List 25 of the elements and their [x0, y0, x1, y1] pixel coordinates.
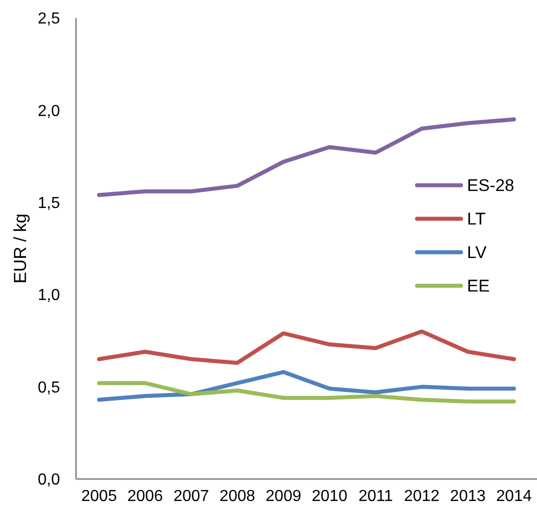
- y-tick-label: 1,5: [38, 195, 60, 212]
- y-tick-label: 0,5: [38, 379, 60, 396]
- line-series: [97, 370, 516, 402]
- y-axis-title: EUR / kg: [10, 213, 30, 284]
- y-tick-label: 2,0: [38, 102, 60, 120]
- line-series: [97, 329, 516, 365]
- x-tick-label: 2011: [358, 488, 393, 505]
- legend-label: EE: [467, 276, 490, 296]
- x-tick-label: 2012: [404, 488, 440, 505]
- x-tick-label: 2005: [81, 488, 117, 505]
- y-tick-label: 1,0: [38, 287, 60, 304]
- x-tick-label: 2006: [127, 488, 164, 505]
- y-tick-label: 0,0: [38, 472, 60, 489]
- legend-label: ES-28: [467, 176, 514, 196]
- y-tick-label: 2,5: [38, 10, 60, 28]
- x-tick-label: 2009: [266, 488, 302, 505]
- x-tick-label: 2008: [220, 488, 256, 505]
- x-tick-label: 2010: [312, 488, 348, 505]
- line-series: [97, 117, 516, 198]
- line-series: [97, 381, 516, 404]
- x-tick-label: 2007: [173, 488, 210, 505]
- legend-label: LT: [467, 210, 486, 229]
- legend-label: LV: [467, 243, 488, 262]
- x-tick-label: 2013: [450, 488, 486, 505]
- x-tick-label: 2014: [496, 488, 532, 505]
